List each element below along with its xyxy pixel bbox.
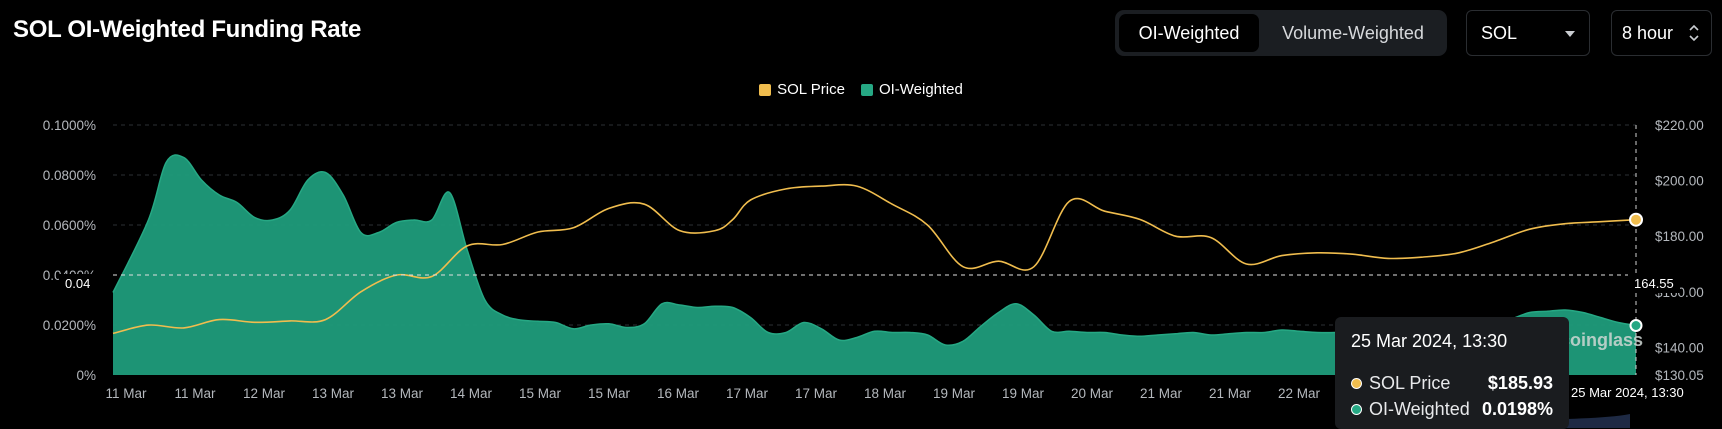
y-right-tick-label: $200.00 bbox=[1655, 174, 1704, 189]
oi-weighted-tab[interactable]: OI-Weighted bbox=[1119, 14, 1259, 52]
x-tick-label: 16 Mar bbox=[657, 386, 700, 401]
tooltip-name-oi: OI-Weighted bbox=[1369, 398, 1470, 419]
x-tick-label: 20 Mar bbox=[1071, 386, 1114, 401]
y-axis-left: 0.1000%0.0800%0.0600%0.0400%0.0200%0% bbox=[43, 118, 96, 383]
tooltip-dot-price bbox=[1351, 377, 1362, 389]
sol-price-line bbox=[112, 183, 1637, 335]
tooltip-dot-oi bbox=[1351, 403, 1362, 415]
x-tick-label: 18 Mar bbox=[864, 386, 907, 401]
x-tick-label: 13 Mar bbox=[312, 386, 355, 401]
tooltip-row-oi: OI-Weighted 0.0198% bbox=[1351, 396, 1553, 422]
x-tick-label: 11 Mar bbox=[105, 386, 147, 401]
tooltip-name-price: SOL Price bbox=[1369, 372, 1451, 393]
legend-label-oi: OI-Weighted bbox=[878, 81, 963, 98]
price-point-marker bbox=[1629, 212, 1643, 227]
x-tick-label: 15 Mar bbox=[519, 386, 562, 401]
x-tick-label: 17 Mar bbox=[726, 386, 769, 401]
chart-legend: SOL Price OI-Weighted bbox=[0, 81, 1722, 98]
tooltip-value-oi: 0.0198% bbox=[1481, 398, 1553, 419]
x-tick-label: 11 Mar bbox=[174, 386, 216, 401]
tooltip-date: 25 Mar 2024, 13:30 bbox=[1351, 331, 1508, 351]
oi-weighted-area bbox=[113, 154, 1636, 375]
y-left-tick-label: 0.1000% bbox=[43, 118, 96, 133]
y-left-tick-label: 0% bbox=[76, 368, 96, 383]
sol-price-series bbox=[112, 183, 1637, 335]
interval-select[interactable]: 8 hour bbox=[1611, 10, 1712, 56]
x-tick-label: 17 Mar bbox=[795, 386, 838, 401]
chart-tooltip: 25 Mar 2024, 13:30 SOL Price $185.93 OI-… bbox=[1335, 317, 1569, 429]
y-left-tick-label: 0.0600% bbox=[43, 218, 96, 233]
legend-swatch-oi bbox=[860, 83, 873, 96]
crosshair bbox=[113, 125, 1643, 375]
volume-weighted-tab[interactable]: Volume-Weighted bbox=[1282, 22, 1424, 43]
legend-item-oi[interactable]: OI-Weighted bbox=[860, 81, 963, 98]
y-right-tick-label: $180.00 bbox=[1655, 229, 1704, 244]
x-tick-label: 12 Mar bbox=[243, 386, 286, 401]
symbol-select[interactable]: SOL bbox=[1466, 10, 1590, 56]
legend-item-price[interactable]: SOL Price bbox=[759, 81, 845, 98]
y-right-tick-label: $140.00 bbox=[1655, 340, 1704, 355]
y-left-tick-label: 0.0200% bbox=[43, 318, 96, 333]
legend-label-price: SOL Price bbox=[777, 81, 845, 98]
x-tick-label: 19 Mar bbox=[1002, 386, 1045, 401]
x-tick-label: 13 Mar bbox=[381, 386, 424, 401]
x-tick-label: 19 Mar bbox=[933, 386, 976, 401]
y-right-tick-label: $130.05 bbox=[1655, 368, 1704, 383]
symbol-select-value: SOL bbox=[1481, 22, 1518, 43]
tooltip-value-price: $185.93 bbox=[1487, 372, 1553, 393]
crosshair-y-left-label: 0.04 bbox=[59, 274, 97, 293]
weighting-toggle: OI-Weighted Volume-Weighted bbox=[1115, 10, 1447, 56]
chevron-down-icon bbox=[1565, 31, 1575, 37]
x-axis: 11 Mar 11 Mar 12 Mar 13 Mar 13 Mar 14 Mar 15 M… bbox=[105, 386, 1320, 401]
watermark: coinglass bbox=[1560, 330, 1644, 350]
x-tick-label: 22 Mar bbox=[1278, 386, 1321, 401]
y-left-tick-label: 0.0800% bbox=[43, 168, 96, 183]
x-tick-label: 21 Mar bbox=[1209, 386, 1252, 401]
crosshair-x-label: 25 Mar 2024, 13:30 bbox=[1565, 383, 1690, 402]
y-right-tick-label: $220.00 bbox=[1655, 118, 1704, 133]
page-title: SOL OI-Weighted Funding Rate bbox=[13, 16, 362, 43]
y-axis-right: $220.00$200.00$180.00$160.00$140.00$130.… bbox=[1655, 118, 1704, 383]
x-tick-label: 14 Mar bbox=[450, 386, 493, 401]
legend-swatch-price bbox=[759, 83, 772, 96]
crosshair-y-right-label: 164.55 bbox=[1628, 274, 1680, 293]
interval-select-value: 8 hour bbox=[1622, 22, 1674, 43]
oi-point-marker bbox=[1629, 319, 1643, 332]
x-tick-label: 21 Mar bbox=[1140, 386, 1183, 401]
up-down-chevron-icon bbox=[1689, 24, 1699, 42]
x-tick-label: 15 Mar bbox=[588, 386, 631, 401]
tooltip-row-price: SOL Price $185.93 bbox=[1351, 370, 1553, 396]
